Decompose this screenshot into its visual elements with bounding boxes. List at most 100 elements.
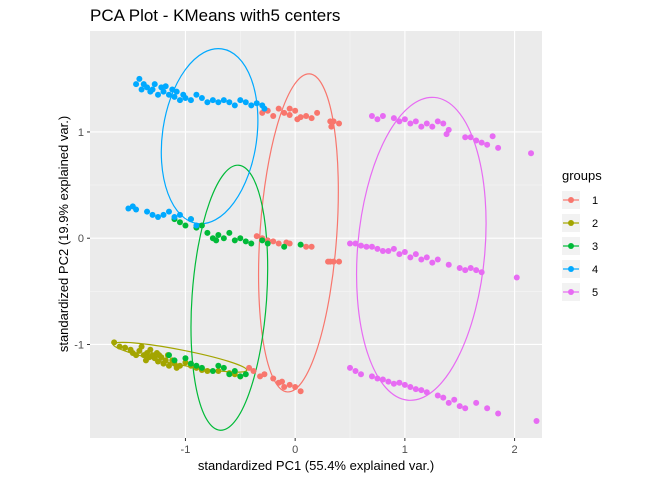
data-point-group-5 (390, 245, 397, 252)
data-point-group-3 (171, 357, 178, 364)
cluster-ellipse-1 (257, 73, 339, 393)
data-point-group-3 (297, 241, 304, 248)
data-point-group-2 (147, 346, 154, 353)
data-point-group-3 (226, 371, 233, 378)
data-point-group-4 (138, 86, 145, 93)
data-point-group-1 (281, 109, 288, 116)
data-point-group-4 (198, 94, 205, 101)
data-point-group-1 (286, 381, 293, 388)
data-point-group-2 (133, 352, 140, 359)
data-point-group-5 (396, 251, 403, 258)
data-point-group-4 (151, 81, 158, 88)
data-point-group-5 (495, 144, 502, 151)
data-point-group-5 (374, 245, 381, 252)
data-point-group-3 (226, 229, 233, 236)
data-point-group-2 (165, 362, 172, 369)
data-point-group-3 (215, 362, 222, 369)
data-point-group-5 (429, 123, 436, 130)
data-point-group-4 (204, 99, 211, 106)
data-point-group-3 (220, 364, 227, 371)
data-point-group-3 (204, 229, 211, 236)
x-tick-label: 2 (512, 444, 518, 456)
data-point-group-4 (226, 99, 233, 106)
data-point-group-4 (155, 213, 162, 220)
data-point-group-5 (478, 269, 485, 276)
data-point-group-4 (136, 75, 143, 82)
data-point-group-4 (176, 97, 183, 104)
data-point-group-5 (412, 118, 419, 125)
data-point-group-2 (138, 343, 145, 350)
data-point-group-1 (286, 105, 293, 112)
data-point-group-4 (171, 213, 178, 220)
legend-title: groups (562, 168, 602, 183)
y-tick-label: 0 (78, 233, 84, 245)
data-point-group-3 (198, 222, 205, 229)
data-point-group-1 (261, 371, 268, 378)
data-point-group-2 (122, 344, 129, 351)
data-point-group-1 (286, 240, 293, 247)
data-point-group-1 (330, 258, 337, 265)
data-point-group-5 (357, 242, 364, 249)
data-point-group-5 (368, 113, 375, 120)
data-point-group-4 (149, 211, 156, 218)
data-point-group-4 (165, 208, 172, 215)
data-point-group-3 (237, 235, 244, 242)
data-point-group-5 (467, 264, 474, 271)
data-point-group-5 (456, 264, 463, 271)
data-point-group-4 (237, 97, 244, 104)
grid-major (90, 31, 542, 438)
y-tick-label: 1 (78, 127, 84, 139)
data-point-group-5 (379, 376, 386, 383)
data-point-group-5 (401, 249, 408, 256)
data-point-group-5 (484, 141, 491, 148)
data-point-group-1 (253, 233, 260, 240)
data-point-group-2 (204, 368, 211, 375)
data-point-group-5 (390, 115, 397, 122)
data-point-group-2 (176, 362, 183, 369)
data-point-group-1 (246, 364, 253, 371)
data-point-group-1 (294, 116, 301, 123)
data-point-group-4 (231, 102, 238, 109)
data-point-group-5 (445, 126, 452, 133)
data-point-group-5 (533, 417, 540, 424)
x-tick-label: -1 (181, 444, 191, 456)
x-tick-label: 1 (402, 444, 408, 456)
data-point-group-1 (286, 111, 293, 118)
data-point-group-3 (259, 237, 266, 244)
data-point-group-1 (250, 368, 257, 375)
data-point-group-5 (423, 120, 430, 127)
data-point-group-5 (445, 261, 452, 268)
data-point-group-5 (462, 405, 469, 412)
data-point-group-1 (336, 120, 343, 127)
data-point-group-5 (495, 410, 502, 417)
data-point-group-5 (418, 387, 425, 394)
data-point-group-3 (242, 238, 249, 245)
legend-items: 1 2 3 4 5 (558, 187, 612, 302)
data-point-group-5 (363, 243, 370, 250)
data-point-group-5 (352, 240, 359, 247)
data-point-group-3 (182, 222, 189, 229)
data-point-group-2 (215, 368, 222, 375)
data-point-group-5 (513, 274, 520, 281)
data-point-group-4 (144, 208, 151, 215)
data-point-group-3 (209, 368, 216, 375)
data-point-group-4 (160, 88, 167, 95)
legend-key-point-1 (568, 197, 574, 203)
y-axis-ticks: -1 0 1 (74, 127, 90, 351)
data-point-group-5 (462, 267, 469, 274)
data-point-group-3 (193, 362, 200, 369)
data-point-group-5 (418, 123, 425, 130)
plot-panel (90, 31, 542, 438)
data-point-group-4 (182, 94, 189, 101)
data-point-group-2 (116, 343, 123, 350)
data-point-group-5 (352, 368, 359, 375)
data-point-group-1 (270, 238, 277, 245)
data-point-group-5 (412, 386, 419, 393)
data-point-group-1 (292, 107, 299, 114)
data-point-group-1 (303, 243, 310, 250)
data-point-group-3 (198, 364, 205, 371)
data-point-group-5 (429, 259, 436, 266)
data-point-group-5 (434, 392, 441, 399)
data-point-group-5 (401, 116, 408, 123)
